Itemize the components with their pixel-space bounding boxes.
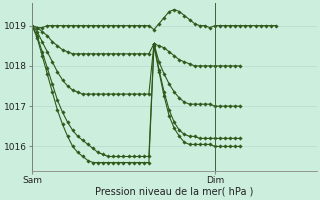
X-axis label: Pression niveau de la mer( hPa ): Pression niveau de la mer( hPa ) — [95, 187, 253, 197]
